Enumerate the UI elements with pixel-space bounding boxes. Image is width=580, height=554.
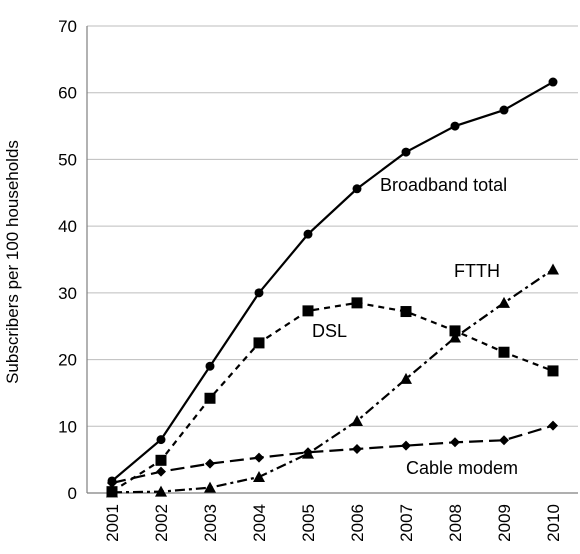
series-label: Cable modem	[406, 458, 518, 478]
data-point	[253, 337, 265, 349]
series-labels: Broadband total DSL FTTH Cable modem	[312, 175, 518, 478]
series-line	[111, 81, 554, 482]
data-point	[400, 372, 412, 384]
data-point	[156, 466, 166, 477]
series-1	[106, 297, 559, 498]
data-point	[352, 184, 362, 194]
series-group	[106, 77, 559, 498]
y-tick-label: 60	[58, 84, 77, 103]
y-tick-label: 40	[58, 217, 77, 236]
x-tick-label: 2006	[348, 504, 367, 542]
data-point	[351, 297, 363, 309]
y-tick-label: 30	[58, 284, 77, 303]
grid-lines	[87, 25, 578, 427]
data-point	[254, 452, 264, 463]
y-tick-label: 70	[58, 17, 77, 36]
x-tick-label: 2009	[495, 504, 514, 542]
data-point	[547, 365, 559, 377]
x-tick-label: 2007	[397, 504, 416, 542]
series-2	[106, 263, 559, 498]
data-point	[548, 77, 558, 87]
data-point	[204, 481, 216, 493]
y-tick-labels: 0 10 20 30 40 50 60 70	[58, 17, 77, 503]
series-label: DSL	[312, 321, 347, 341]
series-label: FTTH	[454, 261, 500, 281]
data-point	[303, 447, 313, 458]
data-point	[254, 288, 264, 298]
data-point	[450, 121, 460, 131]
data-point	[400, 306, 412, 318]
data-point	[106, 486, 118, 498]
y-tick-label: 0	[68, 484, 77, 503]
data-point	[205, 361, 215, 371]
data-point	[205, 458, 215, 469]
data-point	[449, 331, 461, 343]
data-point	[156, 435, 166, 445]
data-point	[204, 392, 216, 404]
data-point	[401, 147, 411, 157]
data-point	[352, 443, 362, 454]
data-point	[450, 437, 460, 448]
data-point	[253, 470, 265, 482]
series-line	[111, 424, 554, 485]
series-3	[107, 420, 558, 488]
data-point	[449, 325, 461, 337]
x-tick-label: 2005	[299, 504, 318, 542]
data-point	[498, 296, 510, 308]
series-0	[107, 77, 558, 486]
x-tick-label: 2010	[544, 504, 563, 542]
axes	[86, 26, 578, 494]
y-tick-label: 20	[58, 351, 77, 370]
data-point	[499, 105, 509, 115]
data-point	[351, 414, 363, 426]
x-tick-label: 2001	[103, 504, 122, 542]
y-tick-label: 10	[58, 417, 77, 436]
x-tick-labels: 2001 2002 2003 2004 2005 2006 2007 2008 2009 2010	[103, 504, 563, 542]
data-point	[303, 229, 313, 239]
data-point	[401, 440, 411, 451]
x-tick-label: 2003	[201, 504, 220, 542]
x-tick-label: 2002	[152, 504, 171, 542]
data-point	[302, 305, 314, 317]
data-point	[548, 420, 558, 431]
data-point	[155, 454, 167, 466]
data-point	[498, 346, 510, 358]
x-tick-label: 2004	[250, 504, 269, 542]
data-point	[499, 435, 509, 446]
y-tick-label: 50	[58, 150, 77, 169]
series-line	[111, 268, 554, 494]
x-tick-label: 2008	[446, 504, 465, 542]
series-label: Broadband total	[380, 175, 507, 195]
data-point	[107, 477, 117, 488]
data-point	[547, 263, 559, 275]
y-axis-title: Subscribers per 100 households	[3, 140, 22, 384]
data-point	[155, 485, 167, 497]
